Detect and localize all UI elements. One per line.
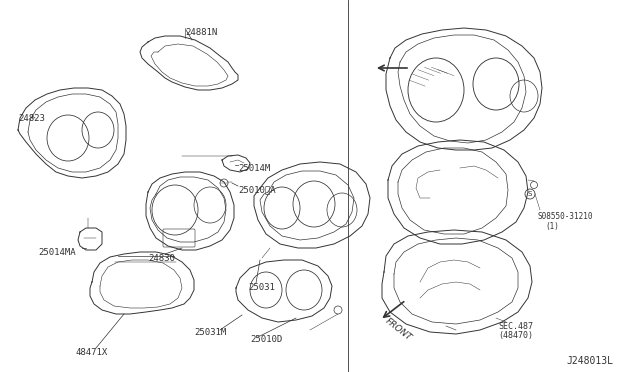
Text: S: S — [528, 191, 532, 197]
Text: (48470): (48470) — [498, 331, 533, 340]
Text: SEC.487: SEC.487 — [498, 322, 533, 331]
Text: 25010D: 25010D — [250, 335, 282, 344]
Text: 25014M: 25014M — [238, 164, 270, 173]
Text: S08550-31210: S08550-31210 — [538, 212, 593, 221]
Text: 25031: 25031 — [248, 283, 275, 292]
Text: 24823: 24823 — [18, 114, 45, 123]
Text: 25031M: 25031M — [194, 328, 227, 337]
Text: 24830: 24830 — [148, 254, 175, 263]
Text: 25014MA: 25014MA — [38, 248, 76, 257]
Text: FRONT: FRONT — [384, 316, 414, 342]
Text: 24881N: 24881N — [185, 28, 217, 37]
Text: 48471X: 48471X — [75, 348, 108, 357]
Text: (1): (1) — [545, 222, 559, 231]
Text: 25010ⅡA: 25010ⅡA — [238, 185, 276, 194]
Text: J248013L: J248013L — [566, 356, 613, 366]
